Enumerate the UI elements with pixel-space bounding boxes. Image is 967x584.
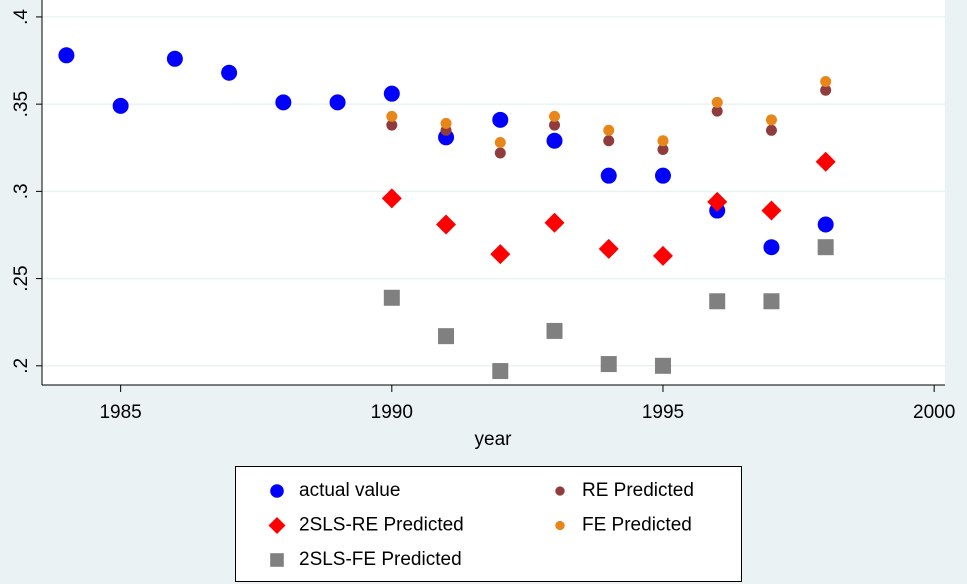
point	[221, 64, 238, 81]
point	[709, 293, 726, 310]
x-axis-label: year	[475, 429, 513, 450]
y-tick-label: .4	[11, 9, 32, 25]
x-tick-label: 1985	[99, 402, 141, 423]
point	[820, 84, 832, 96]
plot-area	[42, 0, 945, 385]
point	[820, 75, 832, 87]
point	[492, 363, 509, 380]
legend-label: RE Predicted	[582, 480, 694, 501]
point	[763, 239, 780, 256]
point	[549, 110, 561, 122]
point	[654, 357, 671, 374]
point	[440, 117, 452, 129]
legend-marker	[270, 553, 284, 567]
point	[438, 328, 455, 345]
point	[494, 147, 506, 159]
point	[549, 119, 561, 131]
point	[490, 244, 511, 265]
y-tick-label: .2	[11, 358, 32, 374]
point	[765, 124, 777, 136]
point	[600, 167, 617, 184]
point	[711, 105, 723, 117]
point	[765, 114, 777, 126]
point	[386, 119, 398, 131]
legend-label: actual value	[299, 480, 400, 501]
legend-label: 2SLS-FE Predicted	[299, 549, 462, 570]
point	[329, 94, 346, 111]
y-tick-label: .3	[11, 183, 32, 199]
point	[711, 96, 723, 108]
point	[381, 188, 402, 209]
point	[763, 293, 780, 310]
legend-marker	[270, 484, 284, 498]
point	[166, 50, 183, 67]
point	[386, 110, 398, 122]
point	[600, 356, 617, 373]
point	[603, 124, 615, 136]
point	[383, 85, 400, 102]
y-tick-label: .35	[11, 91, 32, 117]
x-tick-label: 1995	[642, 402, 684, 423]
point	[654, 167, 671, 184]
point	[817, 239, 834, 256]
point	[657, 143, 669, 155]
legend-marker	[555, 486, 565, 496]
x-tick-label: 2000	[913, 402, 955, 423]
legend-label: FE Predicted	[582, 515, 692, 536]
point	[58, 47, 75, 64]
point	[275, 94, 292, 111]
legend-box	[235, 466, 742, 582]
point	[707, 191, 728, 212]
point	[494, 137, 506, 149]
legend-label: 2SLS-RE Predicted	[299, 515, 464, 536]
point	[383, 289, 400, 306]
legend-marker	[268, 517, 286, 534]
point	[598, 238, 619, 259]
point	[652, 245, 673, 266]
point	[817, 216, 834, 233]
point	[546, 132, 563, 149]
point	[815, 151, 836, 172]
point	[546, 322, 563, 339]
y-tick-label: .25	[11, 265, 32, 291]
point	[436, 214, 457, 235]
legend-marker	[555, 520, 565, 531]
point	[544, 212, 565, 233]
point	[657, 135, 669, 147]
x-tick-label: 1990	[371, 402, 413, 423]
point	[603, 135, 615, 147]
point	[492, 111, 509, 128]
point	[761, 200, 782, 221]
point	[112, 97, 129, 114]
